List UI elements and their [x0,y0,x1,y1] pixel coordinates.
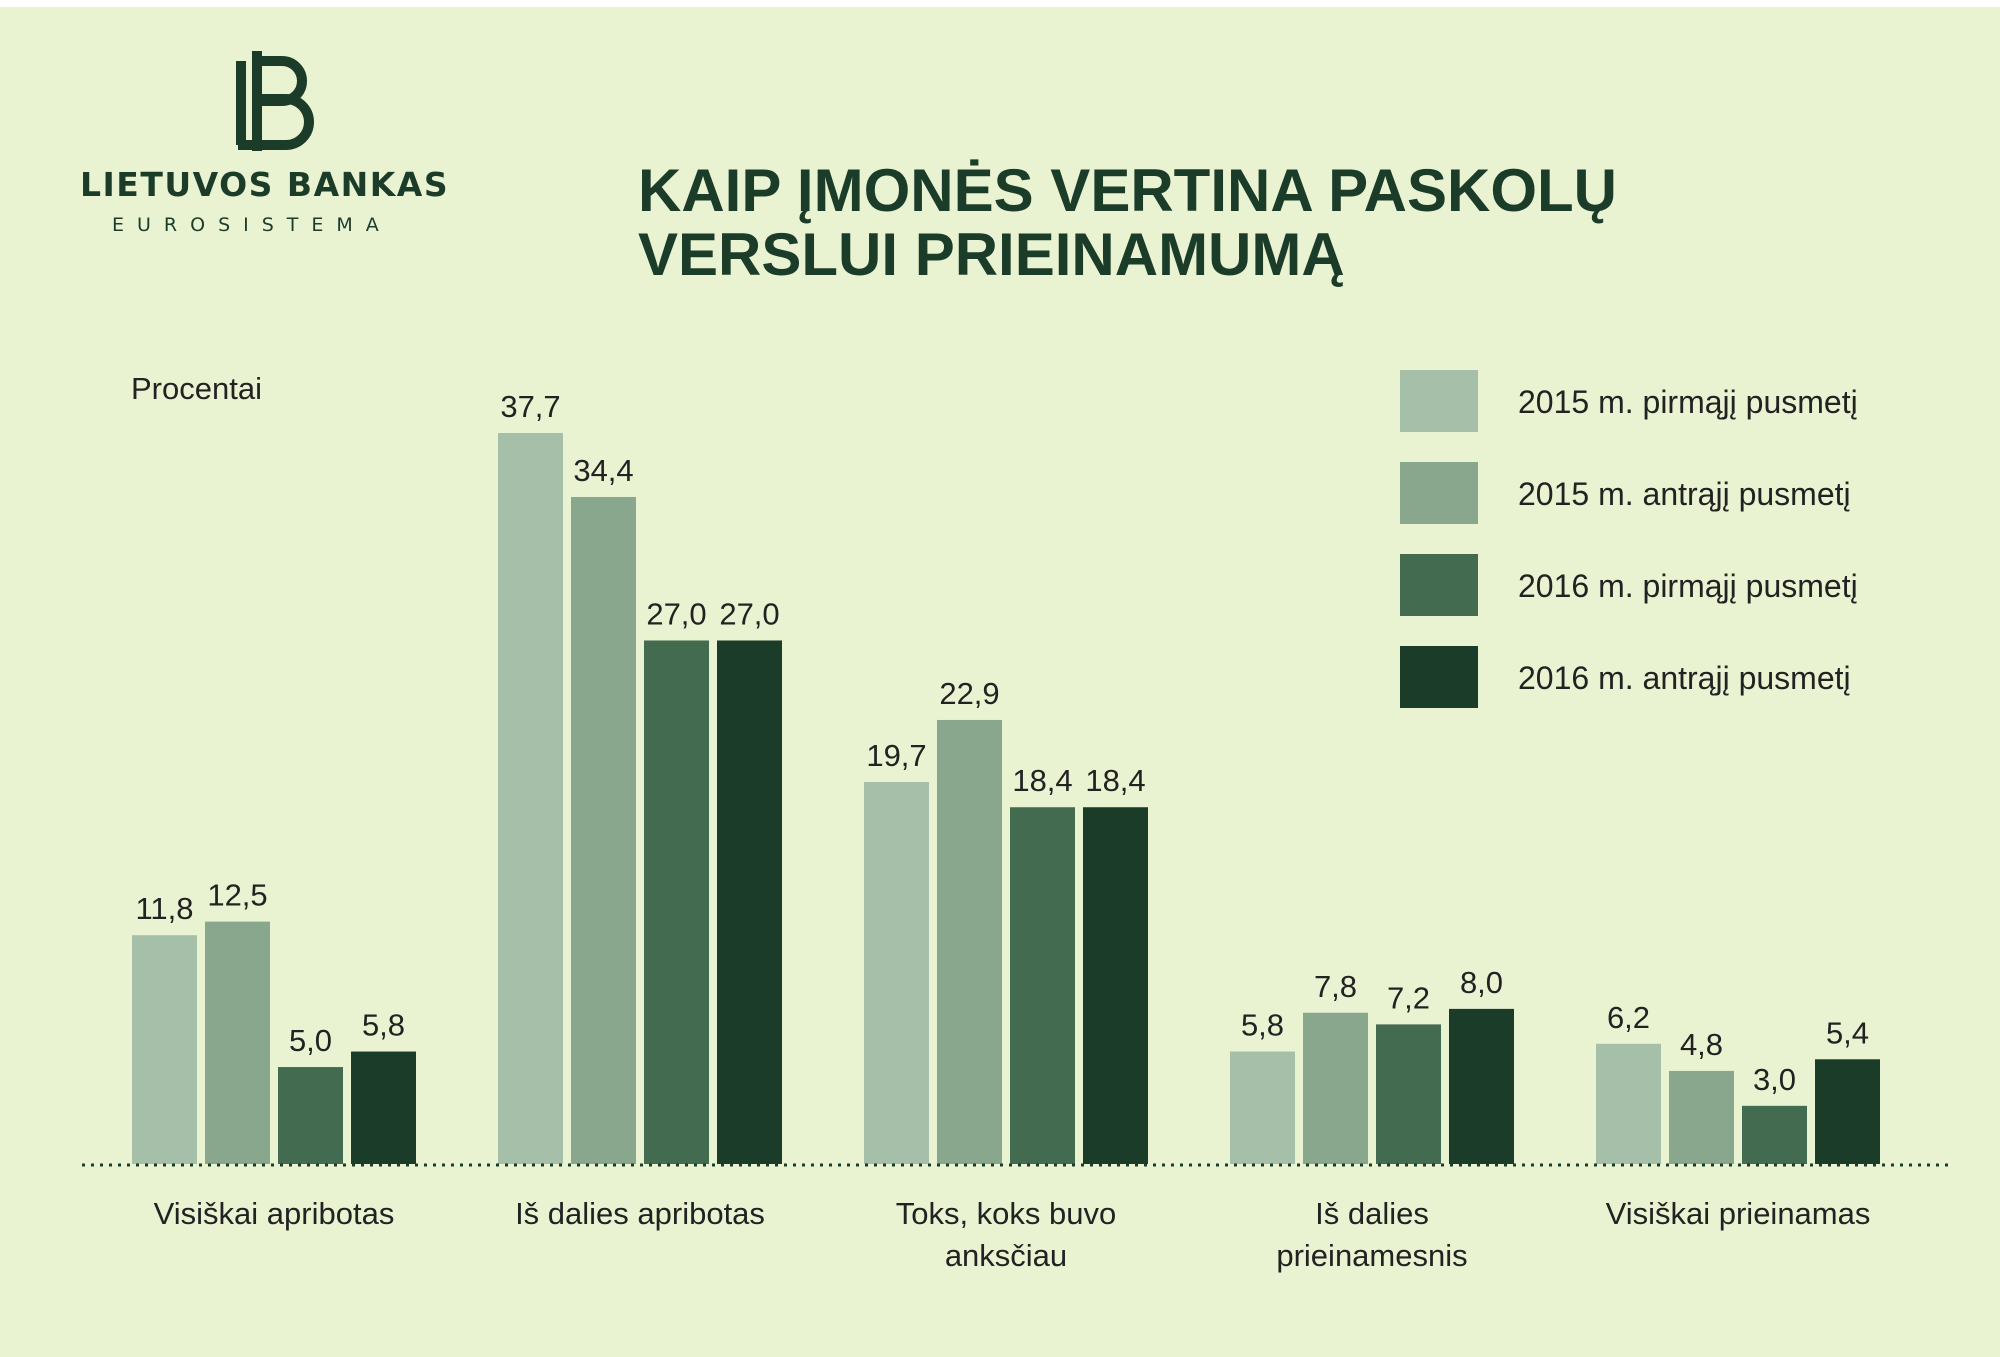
data-label: 4,8 [1680,1027,1723,1062]
x-tick-label: anksčiau [945,1238,1067,1273]
bar [571,496,636,1165]
legend-label: 2015 m. antrąjį pusmetį [1518,476,1851,512]
legend-swatch [1400,462,1478,524]
data-label: 37,7 [500,389,560,424]
bar [864,782,929,1164]
bar [1815,1059,1880,1164]
data-label: 27,0 [719,596,779,631]
bar-chart: 11,8 37,7 19,7 5,8 6,2 12,5 34,4 22,9 7,8 4,8 5,0 2… [82,389,1952,1273]
legend-label: 2015 m. pirmąjį pusmetį [1518,384,1858,420]
x-tick-label: Visiškai prieinamas [1606,1196,1871,1231]
legend-swatch [1400,554,1478,616]
bank-logo-icon [236,51,314,151]
legend-swatch [1400,646,1478,708]
bar [644,640,709,1164]
legend-item: 2016 m. antrąjį pusmetį [1400,646,1960,708]
logo-name: LIETUVOS BANKAS [80,165,450,204]
legend-swatch [1400,370,1478,432]
x-tick-label: Toks, koks buvo [896,1196,1117,1231]
chart-canvas: LIETUVOS BANKAS EUROSISTEMA KAIP ĮMONĖS … [0,7,2000,1357]
data-label: 34,4 [573,453,633,488]
bar [1449,1008,1514,1164]
x-tick-label: prieinamesnis [1276,1238,1467,1273]
logo-subtitle: EUROSISTEMA [112,214,392,236]
data-label: 18,4 [1085,763,1145,798]
data-label: 12,5 [207,878,267,913]
legend-item: 2015 m. antrąjį pusmetį [1400,462,1960,524]
bar [1010,807,1075,1164]
data-label: 22,9 [939,676,999,711]
bar [937,719,1002,1164]
data-label: 7,8 [1314,969,1357,1004]
bar [1376,1024,1441,1164]
bar [1596,1043,1661,1164]
chart-title: KAIP ĮMONĖS VERTINA PASKOLŲ VERSLUI PRIE… [638,159,1738,287]
bar [351,1051,416,1164]
bar [1230,1051,1295,1164]
data-label: 5,0 [289,1023,332,1058]
data-label: 7,2 [1387,980,1430,1015]
logo: LIETUVOS BANKAS EUROSISTEMA [0,7,520,247]
legend-label: 2016 m. pirmąjį pusmetį [1518,568,1858,604]
data-label: 18,4 [1012,763,1072,798]
bar [278,1067,343,1164]
bar [717,640,782,1164]
bar [1742,1105,1807,1164]
data-label: 19,7 [866,738,926,773]
x-tick-label: Visiškai apribotas [154,1196,395,1231]
data-label: 6,2 [1607,1000,1650,1035]
legend-label: 2016 m. antrąjį pusmetį [1518,660,1851,696]
data-label: 8,0 [1460,965,1503,1000]
chart-title-line2: VERSLUI PRIEINAMUMĄ [638,221,1345,288]
data-label: 5,8 [1241,1008,1284,1043]
bar [132,935,197,1164]
data-label: 27,0 [646,596,706,631]
data-label: 11,8 [135,891,193,926]
bar [1083,807,1148,1164]
data-label: 5,4 [1826,1015,1869,1050]
y-unit-label: Procentai [131,371,262,406]
chart-title-line1: KAIP ĮMONĖS VERTINA PASKOLŲ [638,157,1617,224]
bar [498,433,563,1164]
bar [1669,1070,1734,1164]
x-tick-label: Iš dalies [1315,1196,1429,1231]
bar [205,921,270,1164]
bar [1303,1012,1368,1164]
legend-item: 2016 m. pirmąjį pusmetį [1400,554,1960,616]
data-label: 3,0 [1753,1062,1796,1097]
x-tick-label: Iš dalies apribotas [515,1196,765,1231]
data-label: 5,8 [362,1008,405,1043]
legend-item: 2015 m. pirmąjį pusmetį [1400,370,1960,432]
